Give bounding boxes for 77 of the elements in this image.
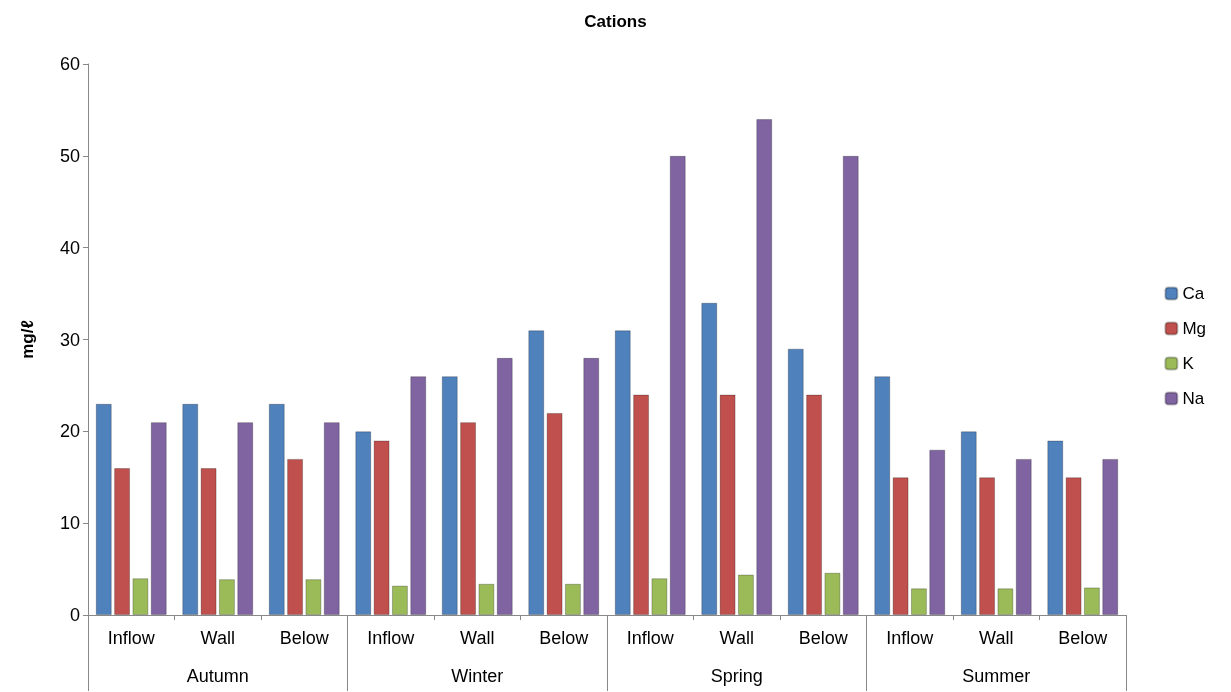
y-tick-label: 0 [69,605,80,625]
bar [651,578,668,615]
bar [114,468,131,615]
text: Winter [451,666,504,686]
bar [478,583,495,615]
bar [528,330,545,615]
bar [806,394,823,615]
bar [719,394,736,615]
bar [132,578,149,615]
y-axis-title: mg/ℓ [18,320,37,359]
bar [701,302,718,615]
bar [391,585,408,615]
y-tick-label: 10 [59,513,80,534]
bar [496,357,513,615]
y-tick-label: 50 [59,145,80,166]
bar [737,574,754,615]
legend-label: Mg [1182,319,1207,338]
bar [546,412,563,615]
bar [842,155,859,615]
bar [200,468,217,615]
bar [237,422,254,615]
bar [218,579,235,615]
bar [1083,587,1100,615]
bar [441,376,458,615]
x-tick-label: Wall [979,628,1014,648]
bar [633,394,650,615]
x-tick-label: Below [798,628,849,648]
text: Summer [962,666,1031,686]
legend-label: K [1182,354,1195,373]
bar [669,155,686,615]
bar [460,422,477,615]
bar [787,348,804,615]
text: Autumn [186,666,249,686]
bar [95,403,112,615]
bar [1102,458,1119,615]
bar [150,422,167,615]
bar [756,119,773,615]
x-tick-label: Below [279,628,330,648]
x-tick-label: Inflow [626,628,675,648]
bar [1047,440,1064,615]
x-tick-label: Wall [200,628,235,648]
bar [892,477,909,615]
bar [287,458,304,615]
x-tick-label: Inflow [107,628,156,648]
bar [910,588,927,615]
bar [583,357,600,615]
y-tick-label: 60 [59,54,80,74]
x-tick-label: Below [539,628,590,648]
legend-label: Na [1182,389,1205,408]
bar [997,588,1014,615]
bar [564,583,581,615]
bar [182,403,199,615]
bar [355,431,372,615]
bar [929,449,946,615]
y-tick-label: 40 [59,237,80,258]
x-tick-label: Wall [460,628,495,648]
x-tick-label: Wall [719,628,754,648]
bar [373,440,390,615]
bar [874,376,891,615]
bar [979,477,996,615]
x-tick-label: Inflow [886,628,935,648]
bar [1065,477,1082,615]
bar [323,422,340,615]
x-tick-label: Below [1058,628,1109,648]
chart-title: Cations [584,12,647,31]
bar [960,431,977,615]
legend-label: Ca [1182,284,1205,303]
bar [824,572,841,615]
bar [268,403,285,615]
y-tick-label: 20 [59,421,80,442]
text: Spring [710,666,763,686]
bar [305,579,322,615]
bar [410,376,427,615]
y-tick-label: 30 [59,329,80,350]
bar [614,330,631,615]
x-tick-label: Inflow [367,628,416,648]
bar [1015,458,1032,615]
